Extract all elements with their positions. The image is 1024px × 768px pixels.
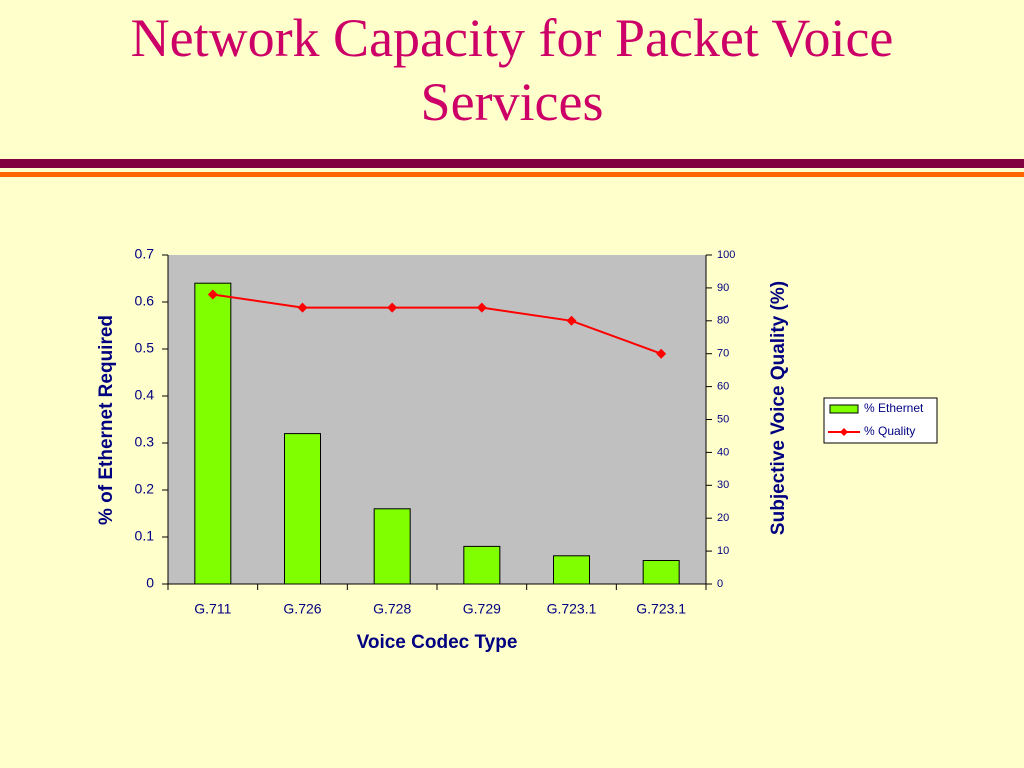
x-tick-label: G.723.1 — [636, 601, 686, 617]
bar — [373, 508, 411, 585]
y2-axis-label: Subjective Voice Quality (%) — [768, 280, 789, 536]
y2-tick-label: 0 — [717, 578, 723, 590]
slide-title: Network Capacity for Packet Voice Servic… — [130, 8, 894, 132]
y-tick-label: 0.1 — [135, 528, 155, 544]
bar — [463, 545, 501, 585]
y-tick-label: 0.3 — [135, 434, 155, 450]
legend-swatch — [829, 404, 859, 414]
y2-tick-label: 100 — [717, 249, 735, 261]
rule-orange — [0, 172, 1024, 177]
marker — [387, 302, 398, 313]
y2-tick-label: 70 — [717, 348, 729, 360]
marker — [656, 348, 667, 359]
y-tick-label: 0.4 — [135, 387, 155, 403]
marker — [207, 289, 218, 300]
marker — [566, 315, 577, 326]
marker — [297, 302, 308, 313]
y-axis-label: % of Ethernet Required — [96, 314, 117, 526]
bar — [284, 433, 321, 585]
y-tick-label: 0.7 — [135, 246, 155, 262]
y2-tick-label: 80 — [717, 315, 729, 327]
rule-dark — [0, 159, 1024, 168]
plot-area — [168, 255, 706, 584]
bar — [194, 282, 232, 585]
marker — [476, 302, 487, 313]
y2-tick-label: 60 — [717, 381, 729, 393]
y2-tick-label: 30 — [717, 479, 729, 491]
y-tick-label: 0.2 — [135, 481, 155, 497]
x-axis-label: Voice Codec Type — [357, 632, 518, 653]
y2-tick-label: 50 — [717, 413, 729, 425]
legend-label: % Ethernet — [864, 401, 924, 415]
x-tick-label: G.726 — [283, 601, 321, 617]
y2-tick-label: 20 — [717, 512, 729, 524]
y2-tick-label: 90 — [717, 282, 729, 294]
bar — [642, 560, 680, 585]
line — [212, 293, 662, 355]
x-tick-label: G.729 — [463, 601, 501, 617]
y-tick-label: 0 — [146, 575, 154, 591]
y-tick-label: 0.6 — [135, 293, 155, 309]
y-tick-label: 0.5 — [135, 340, 155, 356]
legend-marker — [840, 428, 848, 436]
bar — [553, 555, 590, 585]
x-tick-label: G.711 — [194, 601, 231, 617]
x-tick-label: G.728 — [373, 601, 411, 617]
legend-label: % Quality — [864, 424, 915, 438]
y2-tick-label: 10 — [717, 545, 729, 557]
y2-tick-label: 40 — [717, 446, 729, 458]
x-tick-label: G.723.1 — [547, 601, 597, 617]
